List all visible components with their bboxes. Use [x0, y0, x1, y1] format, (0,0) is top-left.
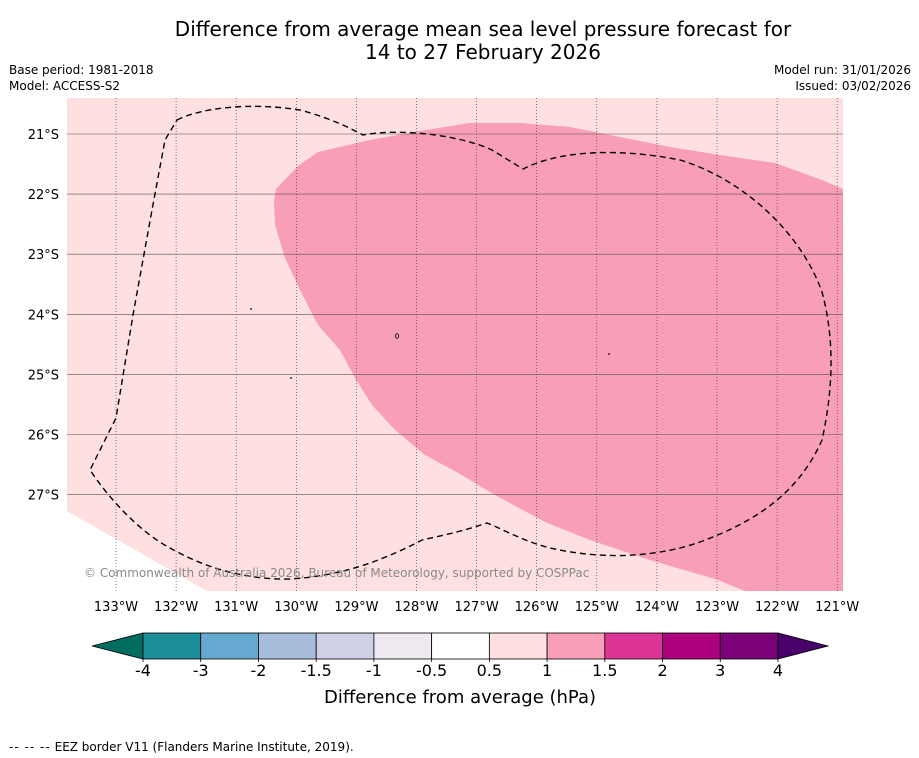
meta-left: Base period: 1981-2018 Model: ACCESS-S2: [9, 62, 154, 94]
colorbar-tick-labels: -4 -3 -2 -1.5 -1 -0.5 0.5 1 1.5 2 3 4: [135, 659, 783, 680]
longitude-label: 125°W: [575, 600, 619, 615]
meta-right: Model run: 31/01/2026 Issued: 03/02/2026: [774, 62, 911, 94]
latitude-label: 24°S: [28, 308, 59, 323]
colorbar-tick-label: -0.5: [416, 661, 447, 680]
island-marker: [290, 377, 292, 379]
colorbar-tick-label: -1.5: [301, 661, 332, 680]
colorbar-label: Difference from average (hPa): [324, 687, 596, 708]
longitude-label: 122°W: [755, 600, 799, 615]
longitude-label: 129°W: [334, 600, 378, 615]
colorbar-segment: [258, 632, 317, 660]
colorbar-tick-label: 0.5: [477, 661, 502, 680]
longitude-label: 131°W: [214, 600, 258, 615]
colorbar-tick-label: 3: [715, 661, 725, 680]
colorbar-tick-label: -2: [250, 661, 266, 680]
eez-note: EEZ border V11 (Flanders Marine Institut…: [54, 740, 354, 754]
colorbar: [91, 632, 830, 660]
eez-border-line: [89, 105, 832, 580]
longitude-label: 126°W: [515, 600, 559, 615]
colorbar-tick-label: 1.5: [592, 661, 617, 680]
title-line-1: Difference from average mean sea level p…: [174, 17, 792, 41]
colorbar-segment: [604, 632, 663, 660]
colorbar-segment: [431, 632, 490, 660]
colorbar-tick-label: -1: [366, 661, 382, 680]
colorbar-tick-label: -3: [193, 661, 209, 680]
longitude-labels: 133°W 132°W 131°W 130°W 129°W 128°W 127°W 126°W…: [94, 600, 860, 615]
colorbar-segment: [315, 632, 375, 660]
latitude-label: 23°S: [28, 248, 59, 263]
longitude-label: 123°W: [695, 600, 739, 615]
colorbar-extend-high: [777, 632, 830, 660]
longitude-label: 127°W: [455, 600, 499, 615]
colorbar-segment: [488, 632, 548, 660]
issued-date: Issued: 03/02/2026: [795, 79, 911, 93]
colorbar-tick-label: -4: [135, 661, 151, 680]
latitude-label: 25°S: [28, 368, 59, 383]
colorbar-segment: [373, 632, 433, 660]
colorbar-tick-label: 4: [773, 661, 783, 680]
longitude-label: 130°W: [274, 600, 318, 615]
longitude-label: 121°W: [815, 600, 859, 615]
colorbar-tick-label: 1: [542, 661, 552, 680]
longitude-label: 124°W: [635, 600, 679, 615]
island-marker: [394, 333, 399, 339]
colorbar-tick-label: 2: [657, 661, 667, 680]
colorbar-segment: [719, 632, 779, 660]
footer-note: -- -- -- EEZ border V11 (Flanders Marine …: [9, 739, 354, 755]
latitude-label: 22°S: [28, 188, 59, 203]
chart-title: Difference from average mean sea level p…: [0, 18, 919, 64]
colorbar-segment: [546, 632, 606, 660]
longitude-label: 132°W: [154, 600, 198, 615]
colorbar-segment: [142, 632, 202, 660]
longitude-label: 133°W: [94, 600, 138, 615]
eez-dash-symbol: -- -- --: [9, 740, 51, 754]
latitude-label: 26°S: [28, 429, 59, 444]
island-marker: [250, 308, 252, 310]
colorbar-extend-low: [91, 632, 144, 660]
longitude-label: 128°W: [394, 600, 438, 615]
base-period: Base period: 1981-2018: [9, 63, 154, 77]
model-run: Model run: 31/01/2026: [773, 63, 911, 77]
graticule: [67, 98, 843, 591]
title-line-2: 14 to 27 February 2026: [365, 40, 601, 64]
latitude-labels: 21°S 22°S 23°S 24°S 25°S 26°S 27°S: [28, 128, 59, 504]
colorbar-segment: [200, 632, 259, 660]
model-name: Model: ACCESS-S2: [9, 79, 121, 93]
latitude-label: 21°S: [28, 128, 59, 143]
island-marker: [608, 353, 610, 355]
copyright-watermark: © Commonwealth of Australia 2026, Bureau…: [84, 566, 589, 580]
colorbar-segment: [662, 632, 721, 660]
latitude-label: 27°S: [28, 489, 59, 504]
